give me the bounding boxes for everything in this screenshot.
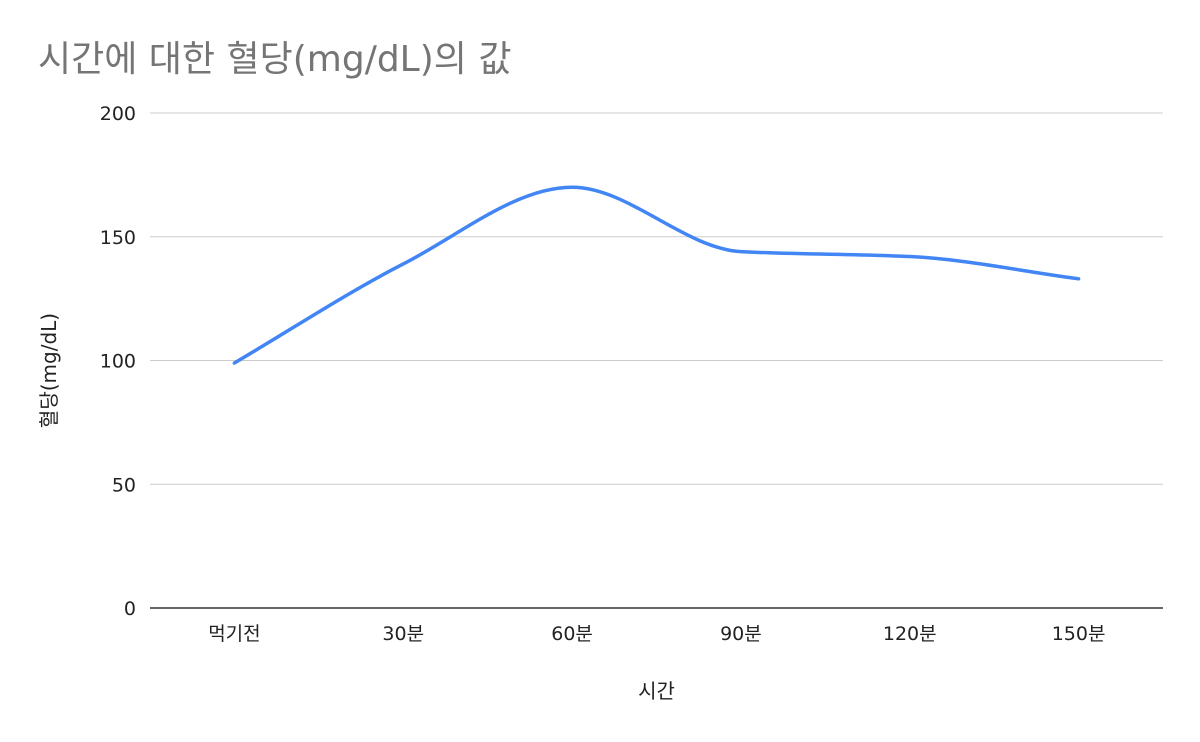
x-axis-ticks: 먹기전 30분 60분 90분 120분 150분 <box>208 623 1105 645</box>
x-tick-label: 30분 <box>382 623 424 645</box>
y-axis-ticks: 0 50 100 150 200 <box>100 103 136 620</box>
y-tick-label: 100 <box>100 351 136 373</box>
chart-title: 시간에 대한 혈당(mg/dL)의 값 <box>38 39 512 80</box>
y-tick-label: 150 <box>100 227 136 249</box>
x-tick-label: 120분 <box>883 623 937 645</box>
gridlines <box>150 112 1163 485</box>
y-tick-label: 50 <box>112 474 136 496</box>
x-tick-label: 60분 <box>551 623 593 645</box>
series-layer <box>232 185 1081 365</box>
x-tick-label: 90분 <box>720 623 762 645</box>
y-tick-label: 200 <box>100 103 136 125</box>
y-axis-label: 혈당(mg/dL) <box>37 313 61 428</box>
series-line <box>232 185 1081 365</box>
x-tick-label: 150분 <box>1052 623 1106 645</box>
y-tick-label: 0 <box>124 598 136 620</box>
x-axis-label: 시간 <box>638 679 675 703</box>
x-tick-label: 먹기전 <box>208 623 260 645</box>
